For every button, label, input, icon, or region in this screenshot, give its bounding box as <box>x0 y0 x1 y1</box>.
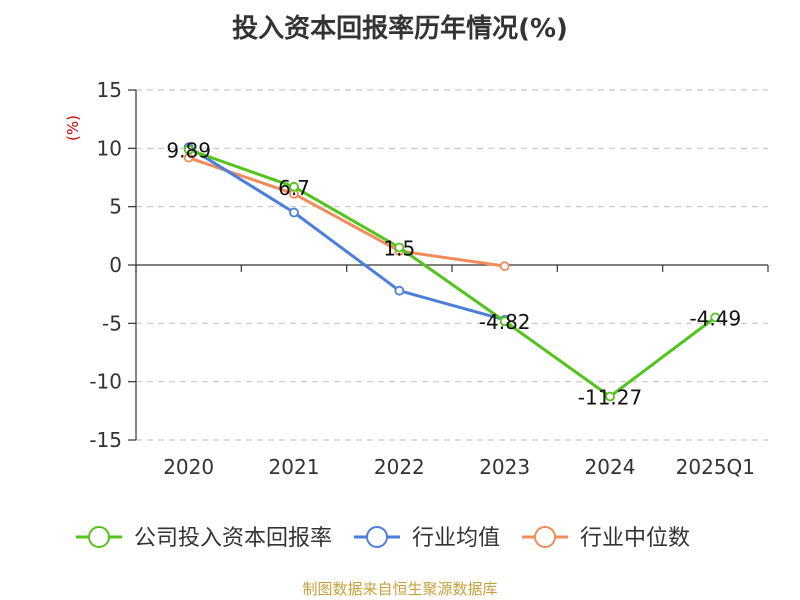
data-point <box>183 144 194 155</box>
data-point <box>289 207 299 218</box>
legend-label: 行业均值 <box>412 526 500 551</box>
source-note: 制图数据来自恒生聚源数据库 <box>302 580 498 598</box>
data-point <box>394 285 405 296</box>
data-point <box>499 261 510 272</box>
data-label: -4.49 <box>689 306 741 330</box>
legend-marker <box>534 526 557 548</box>
y-tick-label: 10 <box>97 136 122 160</box>
series-layer <box>183 142 721 402</box>
y-tick-label: 15 <box>97 78 122 102</box>
data-point <box>499 316 510 327</box>
x-tick-label: 2022 <box>374 455 425 479</box>
legend-marker <box>88 526 110 548</box>
y-tick-label: -10 <box>89 370 122 394</box>
legend: 公司投入资本回报率 行业均值 行业中位数 <box>76 526 690 551</box>
y-tick-label: 0 <box>109 253 122 277</box>
data-label: 9.89 <box>166 139 211 163</box>
data-label: -4.82 <box>479 310 531 334</box>
series-line <box>188 148 717 398</box>
data-point <box>605 391 615 402</box>
x-tick-label: 2025Q1 <box>676 455 755 479</box>
x-tick-label: 2020 <box>163 455 214 479</box>
series-line <box>187 145 506 322</box>
legend-label: 公司投入资本回报率 <box>134 526 332 551</box>
data-point <box>394 242 405 253</box>
legend-label: 行业中位数 <box>580 526 690 551</box>
data-point <box>710 312 721 323</box>
legend-marker <box>366 526 389 548</box>
x-tick-label: 2024 <box>585 455 636 479</box>
y-axis-unit: (%) <box>64 115 82 141</box>
y-tick-label: -5 <box>102 311 122 335</box>
data-point <box>289 181 299 192</box>
y-tick-label: 5 <box>109 195 122 219</box>
data-label: 1.5 <box>383 237 415 261</box>
data-label: 6.7 <box>278 176 310 200</box>
x-tick-label: 2023 <box>479 455 530 479</box>
data-label: -11.27 <box>578 385 642 409</box>
axis-layer: (%) 15 10 5 0 -5 -10 -15 2020 2021 2022 2023 2024 202… <box>64 78 769 479</box>
y-tick-label: -15 <box>89 428 122 452</box>
x-tick-label: 2021 <box>269 455 320 479</box>
data-label-layer: 9.89 6.7 1.5 -4.82 -11.27 -4.49 <box>166 139 741 410</box>
series-line <box>188 156 505 268</box>
chart-title: 投入资本回报率历年情况(%) <box>232 14 568 44</box>
